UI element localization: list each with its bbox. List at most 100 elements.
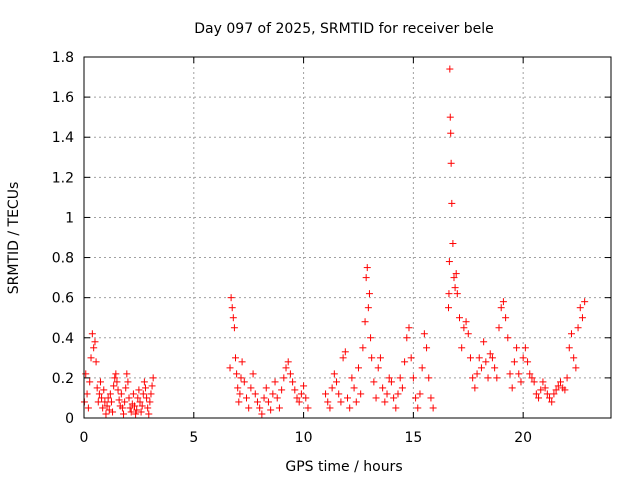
data-point	[387, 378, 395, 386]
data-point	[561, 386, 569, 394]
y-tick-label: 0.4	[52, 331, 74, 347]
data-point	[341, 348, 349, 356]
data-point	[521, 344, 529, 352]
data-point	[405, 324, 413, 332]
data-point	[330, 370, 338, 378]
data-point	[578, 314, 586, 322]
data-point	[114, 386, 122, 394]
data-point	[240, 378, 248, 386]
data-point	[517, 378, 525, 386]
data-point	[350, 384, 358, 392]
data-point	[372, 394, 380, 402]
data-point	[361, 318, 369, 326]
data-point	[418, 364, 426, 372]
data-point	[499, 298, 507, 306]
data-point	[484, 374, 492, 382]
data-point	[581, 298, 589, 306]
y-tick-label: 1.8	[52, 50, 74, 66]
data-point	[354, 364, 362, 372]
data-point	[132, 410, 140, 418]
data-point	[572, 364, 580, 372]
y-tick-label: 1.4	[52, 130, 74, 146]
data-point	[554, 382, 562, 390]
data-point	[107, 398, 115, 406]
data-point	[99, 404, 107, 412]
data-point	[95, 390, 103, 398]
x-axis-label: GPS time / hours	[285, 459, 402, 475]
data-point	[120, 410, 128, 418]
data-point	[346, 404, 354, 412]
data-point	[140, 378, 148, 386]
data-point	[368, 354, 376, 362]
data-point	[133, 406, 141, 414]
data-point	[118, 404, 126, 412]
data-point	[337, 398, 345, 406]
data-point	[126, 404, 134, 412]
data-point	[515, 370, 523, 378]
data-point	[423, 344, 431, 352]
data-point	[289, 378, 297, 386]
y-axis-label: SRMTID / TECUs	[6, 182, 22, 295]
data-point	[98, 394, 106, 402]
data-point	[370, 378, 378, 386]
data-point	[302, 394, 310, 402]
data-point	[543, 390, 551, 398]
data-point	[497, 304, 505, 312]
data-point	[381, 398, 389, 406]
data-point	[546, 394, 554, 402]
data-point	[526, 370, 534, 378]
data-point	[100, 386, 108, 394]
data-point	[106, 390, 114, 398]
y-tick-label: 0.8	[52, 251, 74, 267]
data-point	[94, 398, 102, 406]
data-point	[445, 290, 453, 298]
data-point	[117, 390, 125, 398]
y-tick-label: 1	[65, 210, 74, 226]
data-point	[502, 314, 510, 322]
x-tick-label: 5	[189, 430, 198, 446]
data-point	[359, 344, 367, 352]
data-point	[262, 384, 270, 392]
y-tick-label: 0	[65, 411, 74, 427]
data-point	[102, 410, 110, 418]
data-point	[264, 398, 272, 406]
data-point	[396, 374, 404, 382]
data-point	[550, 390, 558, 398]
data-point	[576, 304, 584, 312]
data-point	[228, 304, 236, 312]
data-point	[233, 370, 241, 378]
data-point	[416, 390, 424, 398]
data-point	[230, 324, 238, 332]
data-point	[401, 358, 409, 366]
data-point	[147, 390, 155, 398]
data-point	[127, 408, 135, 416]
data-point	[556, 378, 564, 386]
data-point	[447, 129, 455, 137]
y-tick-label: 0.6	[52, 291, 74, 307]
data-point	[453, 290, 461, 298]
data-point	[412, 394, 420, 402]
data-point	[149, 374, 157, 382]
data-point	[420, 330, 428, 338]
data-point	[324, 398, 332, 406]
data-point	[445, 304, 453, 312]
data-point	[471, 384, 479, 392]
data-point	[475, 354, 483, 362]
data-point	[148, 382, 156, 390]
data-point	[253, 398, 261, 406]
data-point	[383, 390, 391, 398]
data-point	[125, 394, 133, 402]
data-point	[482, 358, 490, 366]
data-point	[414, 404, 422, 412]
data-point	[335, 390, 343, 398]
data-point	[491, 364, 499, 372]
data-point	[450, 274, 458, 282]
data-point	[348, 374, 356, 382]
data-point	[537, 386, 545, 394]
y-tick-label: 0.2	[52, 371, 74, 387]
data-point	[139, 390, 147, 398]
data-point	[506, 370, 514, 378]
data-point	[425, 374, 433, 382]
x-tick-label: 15	[404, 430, 422, 446]
gridlines	[84, 57, 611, 418]
